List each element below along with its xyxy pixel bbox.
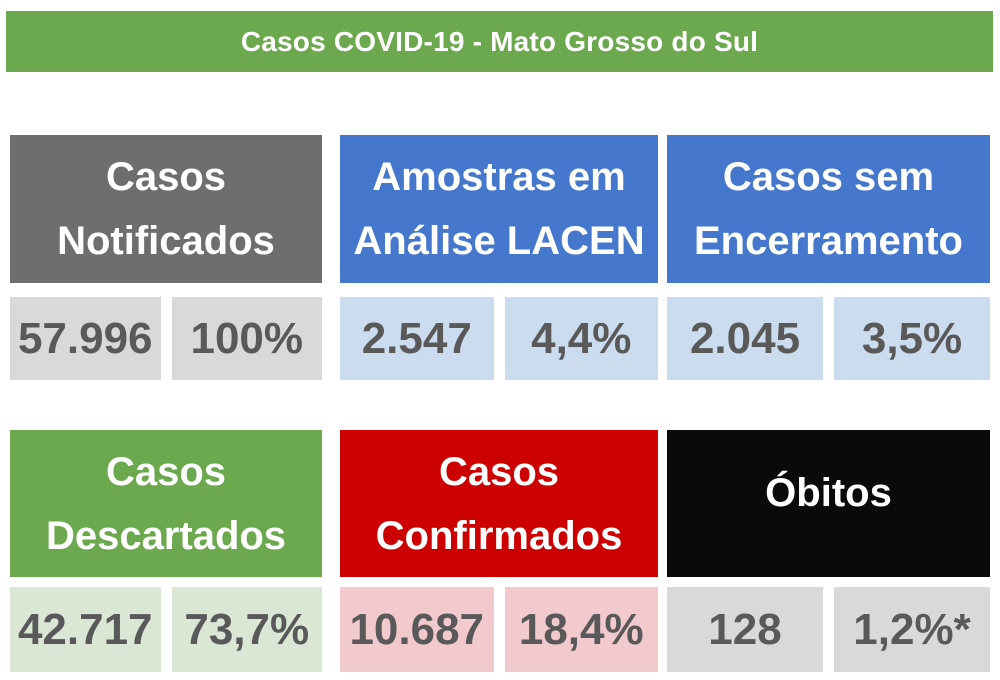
count-value: 128: [708, 604, 782, 654]
card-title-line: Confirmados: [375, 513, 623, 558]
percent-box: 100%: [171, 297, 322, 380]
percent-value: 73,7%: [184, 604, 310, 654]
value-row: 42.717 73,7%: [10, 587, 322, 672]
card-title-line: Casos: [438, 449, 560, 494]
header-bar: Casos COVID-19 - Mato Grosso do Sul: [6, 11, 993, 72]
percent-value: 4,4%: [531, 313, 632, 363]
percent-value: 1,2%*: [853, 604, 971, 654]
count-box: 42.717: [10, 587, 161, 672]
count-box: 57.996: [10, 297, 161, 380]
percent-value: 18,4%: [518, 604, 644, 654]
stat-card-casos-sem-encerramento: Casos sem Encerramento 2.045 3,5%: [667, 135, 990, 380]
card-title-line: Óbitos: [765, 470, 892, 515]
card-title-line: Descartados: [45, 513, 287, 558]
value-row: 2.547 4,4%: [340, 297, 658, 380]
card-title-line: Análise LACEN: [353, 219, 645, 263]
count-value: 42.717: [17, 604, 153, 654]
count-value: 57.996: [17, 313, 153, 363]
percent-box: 73,7%: [171, 587, 322, 672]
count-value: 2.045: [689, 313, 801, 363]
count-value: 10.687: [349, 604, 485, 654]
card-title-line: Encerramento: [694, 219, 963, 263]
percent-box: 1,2%*: [834, 587, 990, 672]
card-header-casos-sem-encerramento: Casos sem Encerramento: [667, 135, 990, 283]
count-box: 128: [667, 587, 823, 672]
stat-card-casos-descartados: Casos Descartados 42.717 73,7%: [10, 430, 322, 672]
stat-card-obitos: Óbitos 128 1,2%*: [667, 430, 990, 672]
page-title: Casos COVID-19 - Mato Grosso do Sul: [240, 25, 759, 57]
card-title-line: Amostras em: [372, 155, 626, 199]
count-value: 2.547: [361, 313, 472, 363]
percent-box: 18,4%: [504, 587, 658, 672]
stat-card-casos-notificados: Casos Notificados 57.996 100%: [10, 135, 322, 380]
value-row: 128 1,2%*: [667, 587, 990, 672]
card-title-line: Casos: [105, 155, 227, 199]
stat-card-casos-confirmados: Casos Confirmados 10.687 18,4%: [340, 430, 658, 672]
count-box: 2.045: [667, 297, 823, 380]
card-title-line: Casos sem: [722, 155, 935, 199]
percent-value: 100%: [190, 313, 304, 363]
value-row: 57.996 100%: [10, 297, 322, 380]
card-header-casos-confirmados: Casos Confirmados: [340, 430, 658, 577]
card-header-casos-descartados: Casos Descartados: [10, 430, 322, 577]
percent-value: 3,5%: [861, 313, 963, 363]
count-box: 10.687: [340, 587, 494, 672]
percent-box: 3,5%: [834, 297, 990, 380]
card-header-casos-notificados: Casos Notificados: [10, 135, 322, 283]
card-title-line: Notificados: [57, 219, 275, 263]
count-box: 2.547: [340, 297, 494, 380]
stat-card-amostras-lacen: Amostras em Análise LACEN 2.547 4,4%: [340, 135, 658, 380]
card-title-line: Casos: [105, 449, 227, 494]
percent-box: 4,4%: [504, 297, 658, 380]
card-header-obitos: Óbitos: [667, 430, 990, 577]
value-row: 10.687 18,4%: [340, 587, 658, 672]
value-row: 2.045 3,5%: [667, 297, 990, 380]
card-header-amostras-lacen: Amostras em Análise LACEN: [340, 135, 658, 283]
